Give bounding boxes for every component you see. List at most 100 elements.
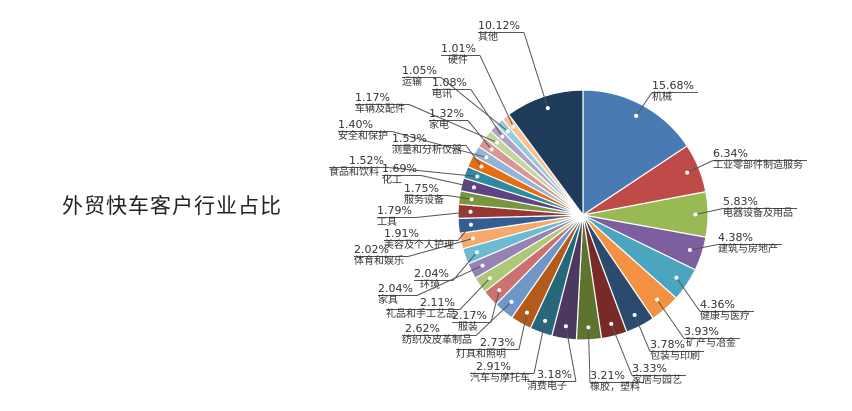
slice-name: 环境	[420, 280, 440, 291]
leader-line	[440, 77, 509, 132]
leader-line	[689, 244, 719, 251]
leader-line	[459, 277, 491, 310]
slice-name: 矿产与冶金	[686, 338, 736, 349]
slice-percent: 1.79%	[377, 204, 412, 217]
leader-line	[490, 289, 500, 323]
leader-dot	[469, 197, 474, 202]
leader-dot	[586, 325, 591, 330]
slice-label: 3.33% 家居与园艺	[632, 363, 682, 387]
leader-dot	[674, 275, 679, 280]
slice-label: 2.62% 纺织及皮革制品	[402, 322, 472, 347]
slice-label: 1.17% 车辆及配件	[355, 92, 405, 116]
slice-label: 1.79% 工具	[377, 205, 412, 229]
slice-percent: 5.83%	[723, 195, 758, 208]
slice-name: 服装	[458, 322, 478, 333]
leader-line	[407, 238, 474, 257]
slice-name: 消费电子	[527, 381, 567, 392]
leader-dot	[687, 248, 692, 253]
leader-line	[610, 323, 633, 376]
slice-label: 1.52% 食品和饮料	[329, 155, 384, 179]
slice-percent: 2.73%	[480, 336, 515, 349]
slice-label: 5.83% 电器设备及用品	[723, 196, 793, 220]
slice-label: 6.34% 工业零部件制造服务	[713, 148, 803, 172]
slice-percent: 4.38%	[718, 231, 753, 244]
slice-label: 3.78% 包装与印刷	[650, 339, 700, 363]
slice-label: 1.08% 电讯	[432, 77, 467, 101]
slice-name: 工业零部件制造服务	[713, 160, 803, 171]
leader-line	[695, 208, 724, 216]
leader-line	[391, 131, 487, 158]
leader-line	[447, 195, 472, 200]
leader-dot	[500, 134, 505, 139]
slice-name: 电器设备及用品	[723, 208, 793, 219]
leader-line	[457, 224, 472, 241]
leader-line	[518, 312, 528, 350]
leader-line	[465, 145, 482, 167]
slice-percent: 2.17%	[452, 309, 487, 322]
slice-percent: 1.53%	[392, 132, 427, 145]
slice-label: 1.53% 测量和分析仪器	[392, 133, 462, 157]
slice-label: 1.75% 服务设备	[404, 183, 444, 207]
slice-name: 工具	[377, 217, 397, 228]
slice-name: 食品和饮料	[329, 167, 379, 178]
slice-percent: 3.93%	[684, 325, 719, 338]
slice-name: 服务设备	[404, 195, 444, 206]
slice-label: 2.17% 服装	[452, 310, 487, 334]
slice-label: 1.69% 化工	[382, 163, 417, 187]
leader-dot	[489, 147, 494, 152]
slice-percent: 10.12%	[478, 19, 520, 32]
leader-line	[686, 160, 714, 174]
leader-dot	[479, 164, 484, 169]
leader-line	[387, 167, 478, 177]
slice-percent: 1.08%	[432, 76, 467, 89]
leader-line	[634, 314, 651, 352]
leader-dot	[468, 222, 473, 227]
slice-label: 1.40% 安全和保护	[338, 119, 388, 143]
slice-label: 3.18% 消费电子	[527, 369, 572, 393]
leader-dot	[470, 236, 475, 241]
leader-line	[408, 104, 498, 143]
slice-label: 1.01% 硬件	[441, 43, 476, 67]
pie-slice-0	[582, 89, 689, 217]
slice-percent: 1.91%	[384, 227, 419, 240]
slice-label: 2.02% 体育和娱乐	[354, 244, 404, 268]
leader-line	[533, 320, 546, 374]
leader-dot	[609, 321, 614, 326]
slice-name: 化工	[382, 175, 402, 186]
leader-dot	[563, 324, 568, 329]
leader-dot	[693, 212, 698, 217]
leader-dot	[655, 297, 660, 302]
leader-dot	[509, 299, 514, 304]
slice-name: 纺织及皮革制品	[402, 335, 472, 346]
slice-name: 测量和分析仪器	[392, 145, 462, 156]
slice-name: 家具	[378, 295, 398, 306]
slice-name: 体育和娱乐	[354, 256, 404, 267]
slice-name: 电讯	[432, 89, 452, 100]
leader-dot	[505, 129, 510, 134]
slice-name: 包装与印刷	[650, 351, 700, 362]
slice-label: 2.04% 家具	[378, 283, 413, 307]
leader-dot	[632, 312, 637, 317]
leader-dot	[634, 113, 639, 118]
slice-percent: 1.32%	[429, 107, 464, 120]
slice-name: 健康与医疗	[700, 311, 750, 322]
leader-dot	[511, 124, 516, 129]
leader-dot	[487, 276, 492, 281]
slice-percent: 1.75%	[404, 182, 439, 195]
slice-name: 机械	[652, 92, 672, 103]
slice-name: 安全和保护	[338, 131, 388, 142]
slice-percent: 1.05%	[402, 64, 437, 77]
leader-dot	[524, 310, 529, 315]
slice-name: 家居与园艺	[632, 375, 682, 386]
slice-percent: 2.62%	[405, 322, 440, 335]
leader-line	[470, 89, 503, 137]
leader-line	[675, 277, 701, 312]
slice-label: 10.12% 其他	[478, 20, 520, 44]
slice-percent: 15.68%	[652, 79, 694, 92]
leader-line	[565, 326, 577, 382]
slice-label: 1.91% 美容及个人护理	[384, 228, 454, 252]
slice-label: 4.36% 健康与医疗	[700, 299, 750, 323]
slice-percent: 2.04%	[378, 282, 413, 295]
slice-label: 4.38% 建筑与房地产	[718, 232, 778, 256]
